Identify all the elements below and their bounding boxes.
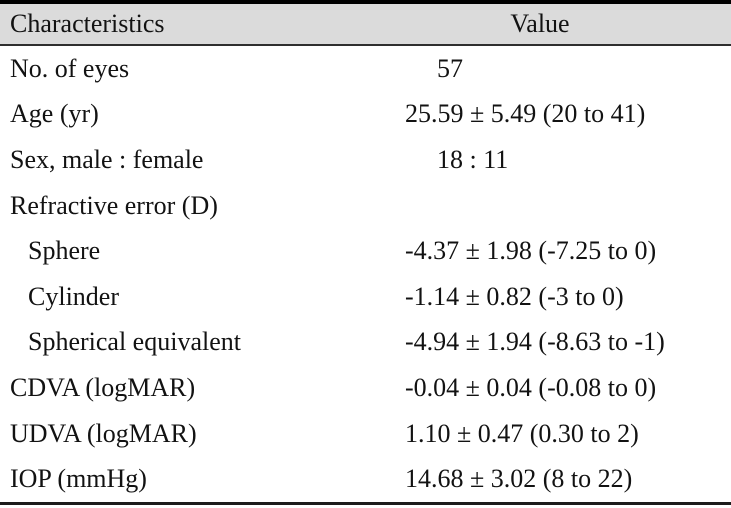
- table-row: UDVA (logMAR) 1.10 ± 0.47 (0.30 to 2): [0, 410, 731, 457]
- row-label: Spherical equivalent: [28, 327, 241, 357]
- row-label: Sphere: [28, 236, 101, 266]
- table-header-row: Characteristics Value: [0, 0, 731, 46]
- table-row: Sex, male : female 18 : 11: [0, 137, 731, 183]
- table-row: Cylinder -1.14 ± 0.82 (-3 to 0): [0, 273, 731, 320]
- row-value: -4.94 ± 1.94 (-8.63 to -1): [405, 327, 665, 357]
- row-label: UDVA (logMAR): [10, 418, 197, 448]
- table-row: Spherical equivalent -4.94 ± 1.94 (-8.63 …: [0, 319, 731, 366]
- row-value: 14.68 ± 3.02 (8 to 22): [405, 464, 633, 494]
- table-row: CDVA (logMAR) -0.04 ± 0.04 (-0.08 to 0): [0, 365, 731, 411]
- table-body: No. of eyes 57 Age (yr) 25.59 ± 5.49 (20 to…: [0, 46, 731, 502]
- row-label: IOP (mmHg): [10, 464, 147, 494]
- row-label: Age (yr): [10, 99, 99, 129]
- row-label: No. of eyes: [10, 53, 130, 83]
- row-value: 25.59 ± 5.49 (20 to 41): [405, 99, 646, 129]
- row-value: -4.37 ± 1.98 (-7.25 to 0): [405, 236, 657, 266]
- table-row: No. of eyes 57: [0, 46, 731, 92]
- table-row: Sphere -4.37 ± 1.98 (-7.25 to 0): [0, 228, 731, 274]
- table-row: Refractive error (D): [0, 182, 731, 229]
- table-bottom-rule: [0, 502, 731, 505]
- row-label: Cylinder: [28, 281, 119, 311]
- row-value: -0.04 ± 0.04 (-0.08 to 0): [405, 372, 657, 402]
- row-value: -1.14 ± 0.82 (-3 to 0): [405, 281, 624, 311]
- table-row: Age (yr) 25.59 ± 5.49 (20 to 41): [0, 91, 731, 138]
- header-value: Value: [510, 9, 570, 38]
- row-value: 57: [437, 53, 463, 83]
- header-characteristics: Characteristics: [10, 9, 165, 38]
- row-label: Refractive error (D): [10, 190, 218, 220]
- row-label: CDVA (logMAR): [10, 372, 196, 402]
- row-value: 18 : 11: [437, 144, 509, 174]
- row-label: Sex, male : female: [10, 144, 204, 174]
- row-value: 1.10 ± 0.47 (0.30 to 2): [405, 418, 639, 448]
- table-row: IOP (mmHg) 14.68 ± 3.02 (8 to 22): [0, 456, 731, 502]
